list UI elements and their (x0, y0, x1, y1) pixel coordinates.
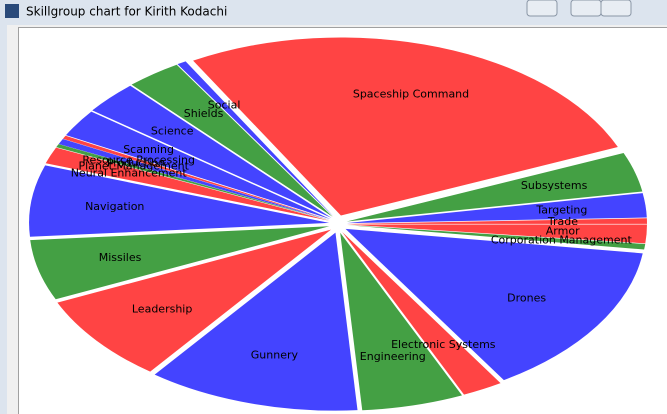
pie-slice (193, 37, 618, 216)
slice-label: Shields (184, 107, 224, 120)
slice-label: Targeting (535, 203, 587, 216)
pie-slice (340, 232, 463, 411)
pie-slice (131, 64, 333, 217)
pie-slice (346, 153, 643, 222)
pie-slice (57, 229, 331, 372)
slice-label: Planet Management (78, 160, 189, 173)
slice-label: Spaceship Command (353, 87, 469, 100)
pie-slice (56, 144, 330, 221)
window-title: Skillgroup chart for Kirith Kodachi (26, 5, 227, 19)
slice-label: Gunnery (251, 349, 299, 362)
minimize-button[interactable] (570, 0, 602, 17)
maximize-button[interactable] (600, 0, 632, 17)
pie-slice (346, 224, 647, 244)
app-icon (5, 4, 19, 18)
pie-slice (346, 193, 647, 224)
slice-label: Subsystems (521, 179, 588, 192)
pie-slice (154, 232, 358, 411)
slice-label: Neural Enhancement (71, 167, 188, 180)
slice-label: Missiles (99, 251, 142, 264)
pie-slice (58, 138, 330, 221)
slice-label: Electronic Systems (391, 338, 496, 351)
swap-button[interactable] (526, 0, 558, 17)
pie-slice (45, 147, 330, 221)
slice-label: Science (151, 124, 194, 137)
slice-label: Drones (507, 292, 546, 305)
slice-label: Engineering (360, 350, 426, 363)
slice-label: Armor (546, 224, 580, 237)
slice-label: Trade (547, 215, 578, 228)
slice-label: Leadership (132, 303, 192, 316)
pie-slice (62, 135, 331, 220)
pie-slice (65, 111, 331, 220)
slice-label: Scanning (123, 143, 174, 156)
pie-slice (342, 231, 501, 395)
slice-label: Navigation (85, 200, 144, 213)
slice-label: Resource Processing (82, 153, 195, 166)
pie-slice (30, 226, 330, 300)
pie-slice (346, 218, 647, 224)
slice-label: Production (107, 156, 166, 169)
pie-slice (345, 228, 643, 381)
pie-slice (29, 165, 330, 237)
slice-label: Corporation Management (491, 234, 633, 247)
slice-label: Social (208, 99, 241, 112)
pie-slice (92, 85, 332, 218)
pie-slice (346, 225, 646, 250)
pie-slice (177, 61, 334, 217)
